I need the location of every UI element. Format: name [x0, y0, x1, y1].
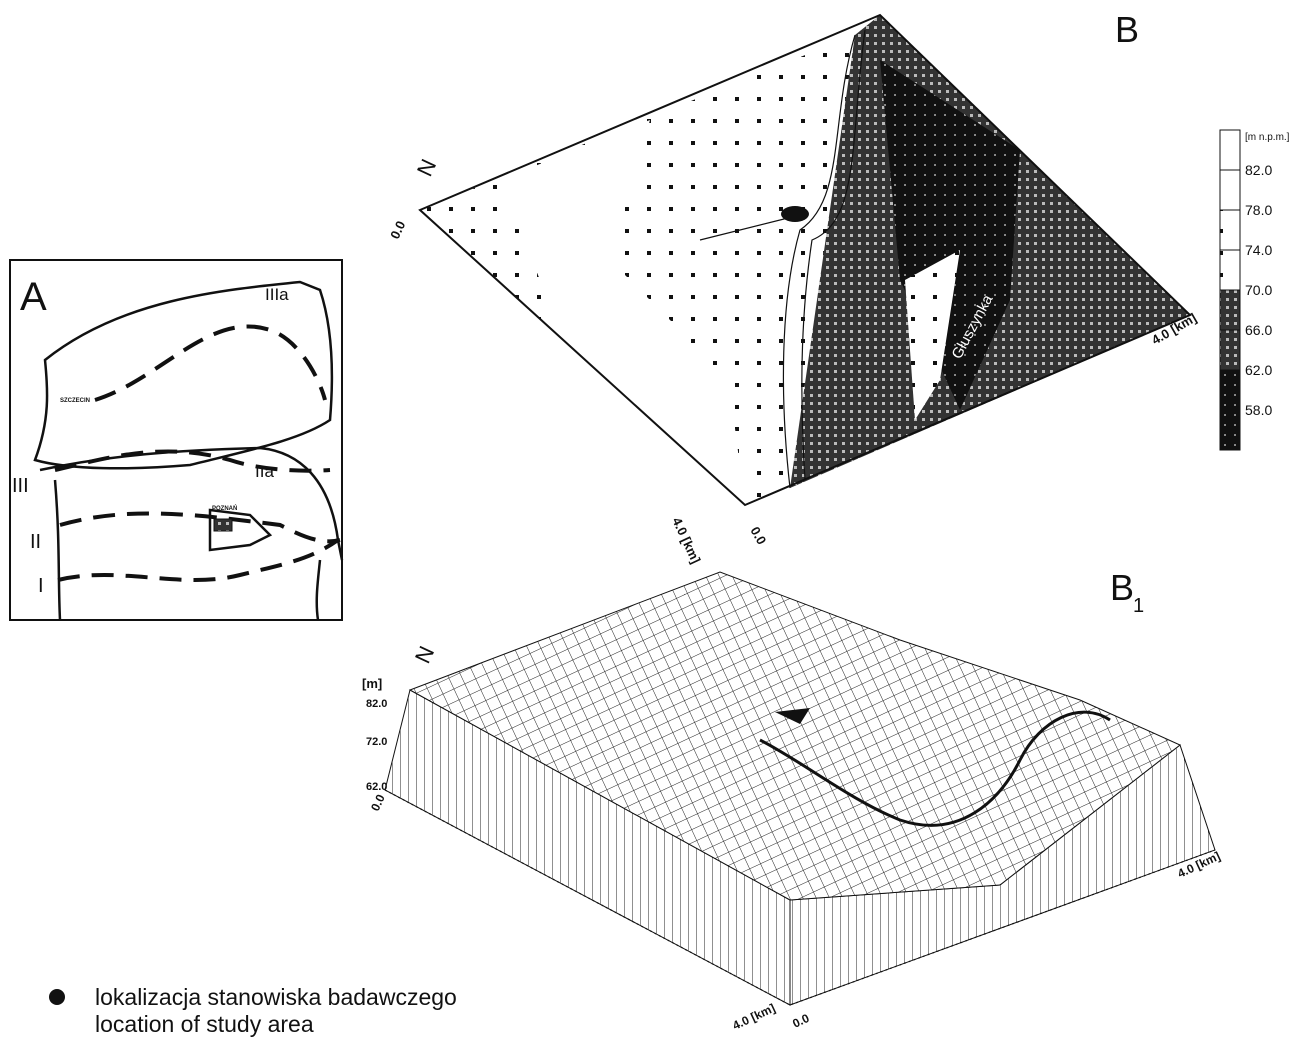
axis-label: 0.0 [368, 792, 388, 813]
panel-b: B N Głuszynka 0.0 4.0 [km] 0.0 4.0 [km] [387, 9, 1199, 566]
legend-swatch [1220, 290, 1240, 330]
legend-level: 78.0 [1245, 202, 1272, 218]
study-site [781, 206, 809, 222]
region-label: IIa [255, 462, 274, 481]
panel-label: B [1110, 567, 1134, 608]
legend-swatch [1220, 250, 1240, 290]
legend-marker [49, 989, 65, 1005]
axis-label: 4.0 [km] [730, 1001, 777, 1033]
region-label: I [38, 575, 44, 597]
region-label: III [12, 475, 29, 497]
figure: A IIIa IIa III II I SZCZECIN POZNAŃ B N … [0, 0, 1311, 1040]
z-tick-label: 72.0 [366, 736, 387, 748]
region-label: IIIa [265, 285, 289, 304]
study-area [214, 519, 232, 531]
city-label: SZCZECIN [60, 398, 90, 404]
legend-swatch [1220, 130, 1240, 170]
legend-level: 58.0 [1245, 402, 1272, 418]
legend-level: 70.0 [1245, 282, 1272, 298]
north-arrow: N [410, 642, 439, 667]
axis-label: 4.0 [km] [669, 515, 703, 566]
panel-label: A [20, 275, 47, 319]
axis-label: 0.0 [790, 1011, 811, 1031]
panel-a: A IIIa IIa III II I SZCZECIN POZNAŃ [10, 260, 342, 620]
panel-label: B [1115, 9, 1139, 50]
legend-unit: [m n.p.m.] [1245, 132, 1290, 143]
panel-label-subscript: 1 [1133, 595, 1144, 617]
elevation-legend: [m n.p.m.] 82.0 78.0 74.0 70.0 66.0 62.0 58.0 [1220, 130, 1290, 450]
legend-swatch [1220, 330, 1240, 370]
legend-swatch [1220, 370, 1240, 410]
legend-swatch [1220, 210, 1240, 250]
z-tick-label: 82.0 [366, 698, 387, 710]
legend-swatch [1220, 170, 1240, 210]
legend-swatch [1220, 410, 1240, 450]
legend-level: 74.0 [1245, 242, 1272, 258]
axis-label: 0.0 [387, 219, 408, 242]
z-unit: [m] [362, 676, 382, 691]
city-label: POZNAŃ [212, 504, 237, 512]
panel-b1: B 1 N [m] 82.0 72.0 62.0 0.0 4.0 [km] 0.… [362, 567, 1222, 1033]
legend-level: 62.0 [1245, 362, 1272, 378]
axis-label: 0.0 [747, 524, 769, 547]
legend-level: 66.0 [1245, 322, 1272, 338]
region-label: II [30, 531, 41, 553]
north-arrow: N [412, 155, 441, 180]
legend-text: location of study area [95, 1011, 314, 1037]
legend-text: lokalizacja stanowiska badawczego [95, 984, 457, 1010]
legend-level: 82.0 [1245, 162, 1272, 178]
z-tick-label: 62.0 [366, 781, 387, 793]
site-legend: lokalizacja stanowiska badawczego locati… [49, 984, 457, 1037]
